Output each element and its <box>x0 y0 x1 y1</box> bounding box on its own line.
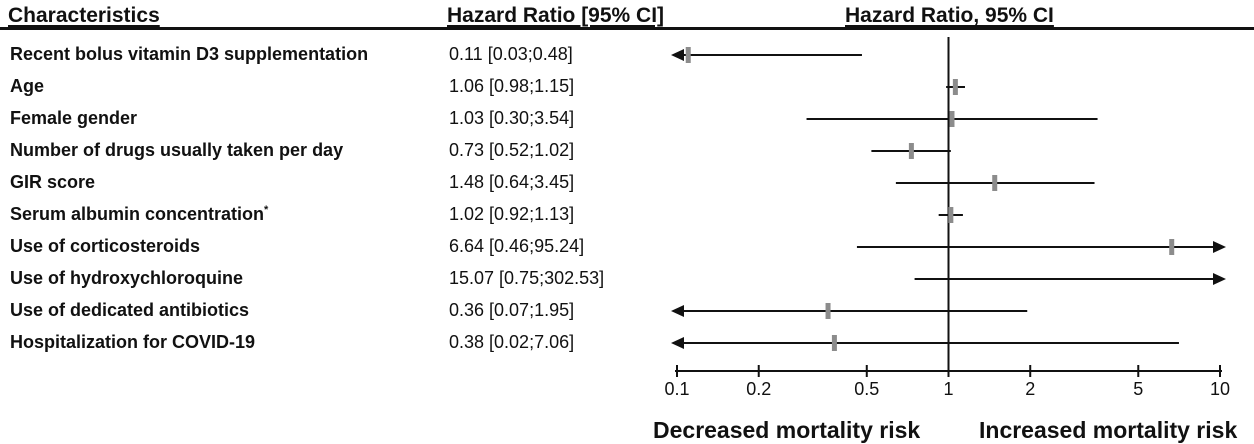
ci-row <box>671 303 1028 319</box>
x-tick-label: 0.2 <box>746 379 771 399</box>
row-label: Serum albumin concentration* <box>10 204 268 225</box>
plot-axis-layer: 0.1 0.2 0.5 1 2 5 10 <box>664 365 1230 399</box>
ci-arrow-left <box>671 49 684 61</box>
increased-mortality-risk-label: Increased mortality risk <box>979 417 1238 443</box>
row-label: Use of dedicated antibiotics <box>10 300 249 321</box>
row-label: Recent bolus vitamin D3 supplementation <box>10 44 368 65</box>
row-label-text: Use of hydroxychloroquine <box>10 268 244 288</box>
row-label-text: Age <box>10 76 45 96</box>
hazard-ratio-point <box>952 79 958 95</box>
row-label: Number of drugs usually taken per day <box>10 140 343 161</box>
x-tick-label: 0.5 <box>854 379 879 399</box>
hazard-ratio-point <box>1169 239 1175 255</box>
plot-title-header: Hazard Ratio, 95% CI <box>845 4 1054 27</box>
ci-arrow-left <box>671 337 684 349</box>
row-label: GIR score <box>10 172 95 193</box>
ci-arrow-left <box>671 305 684 317</box>
row-hazard-ratio-ci: 6.64 [0.46;95.24] <box>449 236 585 256</box>
ci-row <box>914 273 1226 285</box>
ci-arrow-right <box>1213 273 1226 285</box>
row-hazard-ratio-ci: 0.36 [0.07;1.95] <box>449 300 575 320</box>
hazard-ratio-point <box>949 111 955 127</box>
x-tick-label: 0.1 <box>664 379 689 399</box>
footnote-marker: * <box>264 204 269 216</box>
row-label: Age <box>10 76 44 97</box>
row-label-text: Use of corticosteroids <box>10 236 201 256</box>
x-tick-label: 5 <box>1133 379 1143 399</box>
row-hazard-ratio-ci: 0.11 [0.03;0.48] <box>449 44 573 64</box>
ci-row <box>671 335 1179 351</box>
plot-marks-layer <box>671 47 1226 351</box>
ci-row <box>946 79 965 95</box>
row-label-text: Number of drugs usually taken per day <box>10 140 344 160</box>
row-hazard-ratio-ci: 1.06 [0.98;1.15] <box>449 76 575 96</box>
row-label-text: GIR score <box>10 172 96 192</box>
ci-row <box>938 207 963 223</box>
ci-row <box>895 175 1095 191</box>
hazard-ratio-ci-header: Hazard Ratio [95% CI] <box>447 4 665 27</box>
row-hazard-ratio-ci: 1.48 [0.64;3.45] <box>449 172 575 192</box>
row-label: Hospitalization for COVID-19 <box>10 332 255 353</box>
x-tick-label: 2 <box>1025 379 1035 399</box>
hazard-ratio-point <box>992 175 998 191</box>
row-hazard-ratio-ci: 1.02 [0.92;1.13] <box>449 204 575 224</box>
ci-row <box>806 111 1098 127</box>
row-hazard-ratio-ci: 0.38 [0.02;7.06] <box>449 332 575 352</box>
row-hazard-ratio-ci: 15.07 [0.75;302.53] <box>449 268 605 288</box>
row-label: Use of corticosteroids <box>10 236 200 257</box>
hazard-ratio-point <box>831 335 837 351</box>
ci-row <box>671 47 862 63</box>
row-hazard-ratio-ci: 1.03 [0.30;3.54] <box>449 108 575 128</box>
row-label: Use of hydroxychloroquine <box>10 268 243 289</box>
decreased-mortality-risk-label: Decreased mortality risk <box>653 417 921 443</box>
row-hazard-ratio-ci: 0.73 [0.52;1.02] <box>449 140 575 160</box>
row-label-text: Female gender <box>10 108 138 128</box>
row-label-text: Hospitalization for COVID-19 <box>10 332 256 352</box>
ci-row <box>856 239 1226 255</box>
hazard-ratio-point <box>825 303 831 319</box>
hazard-ratio-point <box>908 143 914 159</box>
ci-arrow-right <box>1213 241 1226 253</box>
x-tick-label: 10 <box>1210 379 1230 399</box>
ci-row <box>871 143 951 159</box>
header-rule <box>0 27 1254 30</box>
row-label-text: Recent bolus vitamin D3 supplementation <box>10 44 369 64</box>
row-label-text: Use of dedicated antibiotics <box>10 300 250 320</box>
characteristics-header: Characteristics <box>8 4 160 27</box>
hazard-ratio-point <box>685 47 691 63</box>
x-tick-label: 1 <box>943 379 953 399</box>
hazard-ratio-point <box>948 207 954 223</box>
row-label: Female gender <box>10 108 137 129</box>
row-label-text: Serum albumin concentration <box>10 204 265 224</box>
